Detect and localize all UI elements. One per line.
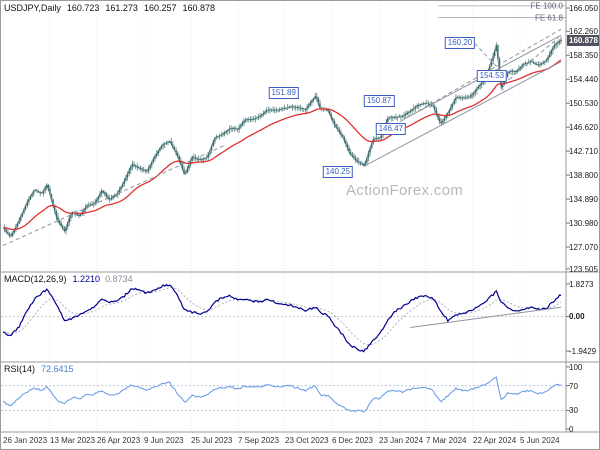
x-axis-date-label: 7 Mar 2024 [426,436,467,445]
x-axis-date-label: 25 Jul 2023 [191,436,233,445]
x-axis-date-label: 22 Apr 2024 [473,436,517,445]
ohlc-close: 160.878 [182,3,216,13]
x-axis-date-label: 6 Dec 2023 [332,436,373,445]
macd-axis-label: 1.8273 [569,279,594,289]
price-callout[interactable]: 160.20 [444,36,476,49]
price-axis-label: 127.070 [569,243,598,253]
rsi-header: RSI(14) 72.6415 [4,364,74,374]
trendline[interactable] [363,61,562,167]
symbol-header: USDJPY,Daily 160.723 161.273 160.257 160.878 [4,3,215,13]
macd-axis-label: -1.9429 [569,347,597,357]
trendline[interactable] [2,144,227,247]
price-axis-label: 166.050 [569,4,598,14]
price-axis-label: 123.505 [569,264,598,274]
rsi-axis-label: 70 [569,381,578,391]
rsi-axis-label: 100 [569,362,583,372]
moving-average-line[interactable] [2,59,562,231]
symbol-label: USDJPY,Daily [4,3,61,13]
rsi-line [2,376,562,413]
rsi-value: 72.6415 [41,364,74,374]
macd-header: MACD(12,26,9) 1.2210 0.8734 [4,274,133,284]
trendline[interactable] [508,37,559,80]
price-axis-label: 146.620 [569,123,598,133]
price-axis-label: 154.440 [569,75,598,85]
macd-label: MACD(12,26,9) [4,274,67,284]
x-axis-date-label: 7 Sep 2023 [238,436,279,445]
x-axis-date-label: 9 Jun 2023 [144,436,184,445]
price-axis-label: 142.710 [569,147,598,157]
x-axis-date-label: 26 Jan 2023 [3,436,48,445]
ohlc-low: 160.257 [143,3,177,13]
x-axis-date-label: 5 Jun 2024 [520,436,560,445]
x-axis-date-label: 26 Apr 2023 [97,436,141,445]
x-axis-date-label: 23 Oct 2023 [285,436,329,445]
trendline[interactable] [474,42,510,80]
macd-signal-line [2,287,562,346]
rsi-axis-label: 30 [569,406,578,416]
price-callout[interactable]: 150.87 [363,94,395,107]
ohlc-open: 160.723 [66,3,100,13]
price-callout[interactable]: 154.53 [476,69,508,82]
fib-level-label: FE 61.8 [534,13,563,23]
macd-axis-label: 0.00 [569,312,585,322]
price-axis-label: 138.800 [569,171,598,181]
last-price-badge: 160.878 [567,34,599,46]
price-callout[interactable]: 151.89 [268,86,299,99]
price-axis-label: 130.980 [569,219,598,229]
close-line [4,39,562,237]
price-axis-label: 158.350 [569,51,598,61]
rsi-axis-label: 0 [569,425,574,435]
price-callout[interactable]: 146.47 [375,123,407,136]
ohlc-high: 161.273 [105,3,138,13]
rsi-label: RSI(14) [4,364,36,374]
macd-line [2,283,562,353]
x-axis-date-label: 13 Mar 2023 [50,436,95,445]
price-axis-label: 134.890 [569,195,598,205]
watermark: ActionForex.com [346,182,464,199]
macd-signal-value: 0.8734 [105,274,133,284]
macd-trendline[interactable] [410,306,562,328]
fib-level-label: FE 100.0 [530,1,563,11]
macd-value: 1.2210 [72,274,101,284]
price-axis-label: 162.260 [569,27,598,37]
trendline[interactable] [387,28,562,129]
x-axis-date-label: 23 Jan 2024 [379,436,424,445]
price-axis-label: 150.530 [569,99,598,109]
price-callout[interactable]: 140.25 [322,166,354,179]
